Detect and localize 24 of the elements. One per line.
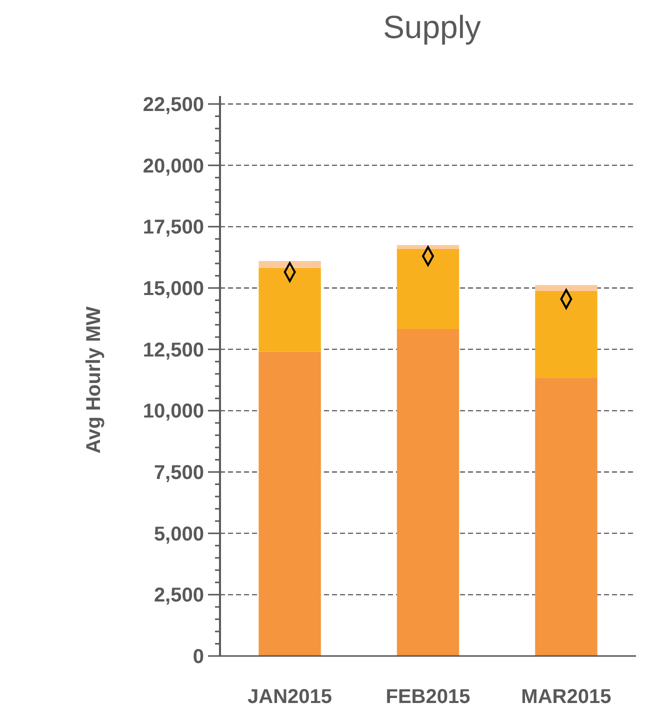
bar [396, 328, 460, 656]
y-tick-label: 10,000 [142, 400, 204, 423]
bar [258, 268, 321, 352]
bar [258, 352, 321, 656]
y-tick-label: 12,500 [142, 339, 204, 362]
bar [535, 285, 598, 291]
x-tick-label: JAN2015 [248, 686, 332, 708]
y-tick-label: 0 [192, 646, 204, 668]
bar [535, 378, 598, 656]
bar [258, 261, 321, 268]
bar [396, 245, 460, 249]
y-tick-label: 2,500 [154, 584, 204, 607]
x-tick-label: FEB2015 [386, 686, 470, 708]
y-tick-label: 15,000 [142, 278, 204, 300]
y-tick-label: 5,000 [154, 523, 204, 546]
bar [396, 248, 460, 329]
y-tick-label: 17,500 [142, 216, 204, 239]
x-tick-label: MAR2015 [521, 686, 612, 708]
bar [535, 290, 598, 378]
y-axis-title: Avg Hourly MW [83, 306, 105, 454]
y-tick-label: 22,500 [142, 94, 204, 116]
chart-title: Supply [383, 9, 481, 45]
y-tick-label: 20,000 [142, 155, 204, 178]
y-tick-label: 7,500 [154, 462, 204, 484]
